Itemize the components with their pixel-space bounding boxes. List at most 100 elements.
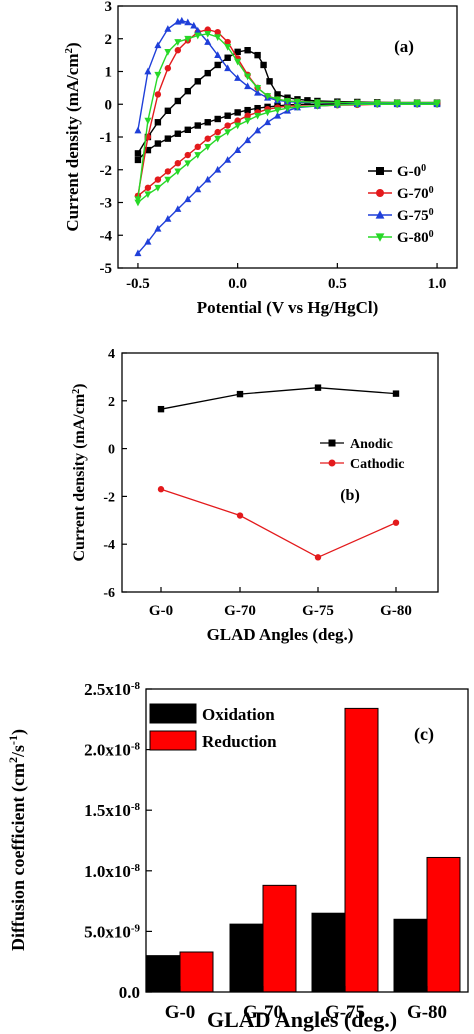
- data-point-G-0: [174, 97, 182, 105]
- data-point-G-75: [178, 16, 186, 24]
- data-point-G-0: [184, 87, 191, 95]
- data-point-G-75: [264, 118, 272, 126]
- legend-label-Anodic: Anodic: [350, 437, 393, 452]
- data-point-G-70: [204, 135, 211, 142]
- data-point-G-75: [224, 156, 232, 163]
- data-point-G-0: [194, 78, 201, 85]
- x-tick-label-c: G-0: [165, 1002, 196, 1023]
- data-point-G-70: [144, 184, 152, 191]
- bar-Reduction: [344, 707, 379, 993]
- data-point-G-75: [244, 82, 252, 90]
- data-point-G-80: [313, 99, 321, 107]
- data-point-G-0: [154, 119, 162, 126]
- data-point-G-70: [154, 176, 162, 183]
- x-axis-label-a: Potential (V vs Hg/HgCl): [197, 298, 378, 317]
- data-point-G-75: [224, 64, 232, 72]
- data-point-G-80: [154, 71, 162, 79]
- data-point-G-70: [154, 91, 162, 98]
- data-point-G-0: [134, 150, 142, 157]
- y-tick-label-b: -6: [103, 586, 115, 601]
- data-point-G-70: [164, 168, 172, 175]
- y-tick-label-a: -1: [100, 130, 113, 146]
- legend-label-Reduction: Reduction: [202, 732, 277, 751]
- data-point-G-70: [234, 117, 241, 124]
- data-point-G-75: [234, 146, 242, 153]
- data-point-G-70: [194, 143, 201, 151]
- data-point-G-75: [184, 195, 192, 203]
- x-tick-label-a: 0.0: [228, 276, 247, 292]
- data-point-G-0: [244, 106, 251, 114]
- data-point-G-0: [204, 69, 211, 77]
- y-tick-label-a: 2: [105, 32, 113, 48]
- data-point-G-0: [184, 126, 191, 133]
- data-point-G-80: [234, 58, 242, 66]
- data-point-G-75: [134, 249, 142, 257]
- data-point-G-0: [204, 119, 211, 126]
- data-point-G-75: [194, 26, 202, 34]
- panel-c-chart: 0.0 5.0x10-9 1.0x10-8 1.5x10-8 2.0x10-8 2.5x1…: [6, 680, 469, 1032]
- y-tick-label-a: 0: [105, 97, 113, 113]
- x-tick-label-a: -0.5: [126, 276, 150, 292]
- data-point-G-0: [154, 140, 162, 147]
- series-line-Anodic: [160, 387, 397, 410]
- x-tick-label-a: 1.0: [428, 276, 447, 292]
- data-point-Cathodic: [314, 554, 322, 561]
- legend-label-G-70: G-700: [397, 185, 434, 203]
- data-point-G-80: [433, 101, 441, 109]
- data-point-G-80: [283, 105, 292, 113]
- data-point-G-0: [174, 130, 182, 137]
- x-tick-label-b: G-75: [302, 603, 334, 619]
- y-tick-label-b: -2: [103, 490, 115, 505]
- data-point-G-80: [254, 112, 262, 120]
- legend-marker-Cathodic: [328, 459, 336, 467]
- data-point-G-80: [154, 184, 162, 192]
- data-point-G-0: [134, 156, 142, 164]
- data-point-G-0: [304, 97, 311, 104]
- x-tick-label-c: G-70: [243, 1002, 283, 1023]
- y-axis-label-b: Current density (mA/cm2): [71, 383, 89, 561]
- data-point-G-75: [154, 41, 162, 49]
- legend-marker-G-80: [375, 233, 385, 242]
- data-point-G-70: [214, 29, 221, 36]
- data-point-G-75: [254, 126, 262, 134]
- data-point-G-75: [154, 224, 162, 232]
- legend-marker-G-0: [376, 167, 384, 175]
- data-point-G-70: [174, 47, 182, 54]
- data-point-G-0: [144, 146, 152, 154]
- data-point-G-0: [260, 61, 267, 69]
- legend-label-G-0: G-00: [397, 163, 426, 181]
- x-tick-label-c: G-80: [407, 1002, 447, 1023]
- legend-swatch-Oxidation: [149, 703, 197, 724]
- data-point-G-75: [164, 25, 172, 32]
- series-line-Cathodic: [160, 488, 397, 559]
- data-point-G-75: [274, 111, 282, 119]
- series-line-G-80: [137, 33, 438, 204]
- y-tick-label-a: -3: [100, 196, 113, 212]
- data-point-G-0: [164, 107, 172, 114]
- y-tick-label-c: 2.0x10-8: [84, 741, 140, 760]
- data-point-G-80: [224, 129, 232, 136]
- y-tick-label-b: 2: [108, 395, 115, 410]
- x-axis-label-b: GLAD Angles (deg.): [207, 625, 354, 644]
- data-point-G-70: [244, 112, 251, 119]
- y-tick-label-a: 1: [105, 65, 113, 81]
- data-point-G-70: [184, 151, 191, 159]
- panel-label-b: (b): [340, 487, 360, 504]
- panel-a-chart: -5 -4 -3 -2 -1 0 1 2 3 -0.5 0.0 0.5 1.0 Potential (V …: [63, 0, 458, 317]
- data-point-G-75: [184, 18, 192, 26]
- y-tick-label-b: 0: [108, 443, 115, 458]
- x-tick-label-a: 0.5: [328, 276, 347, 292]
- data-point-G-80: [413, 101, 421, 109]
- data-point-G-0: [244, 47, 251, 54]
- y-tick-label-c: 1.0x10-8: [84, 862, 140, 881]
- data-point-G-80: [204, 30, 212, 38]
- data-point-G-80: [164, 48, 172, 56]
- data-point-G-80: [194, 32, 202, 40]
- data-point-G-75: [190, 21, 198, 29]
- panel-b-chart: -6 -4 -2 0 2 4 G-0 G-70 G-75 G-80 GLAD Angles (deg…: [71, 347, 439, 644]
- data-point-Cathodic: [392, 519, 400, 526]
- data-point-G-80: [254, 84, 262, 92]
- data-point-G-80: [184, 35, 192, 43]
- x-tick-label-c: G-75: [325, 1002, 365, 1023]
